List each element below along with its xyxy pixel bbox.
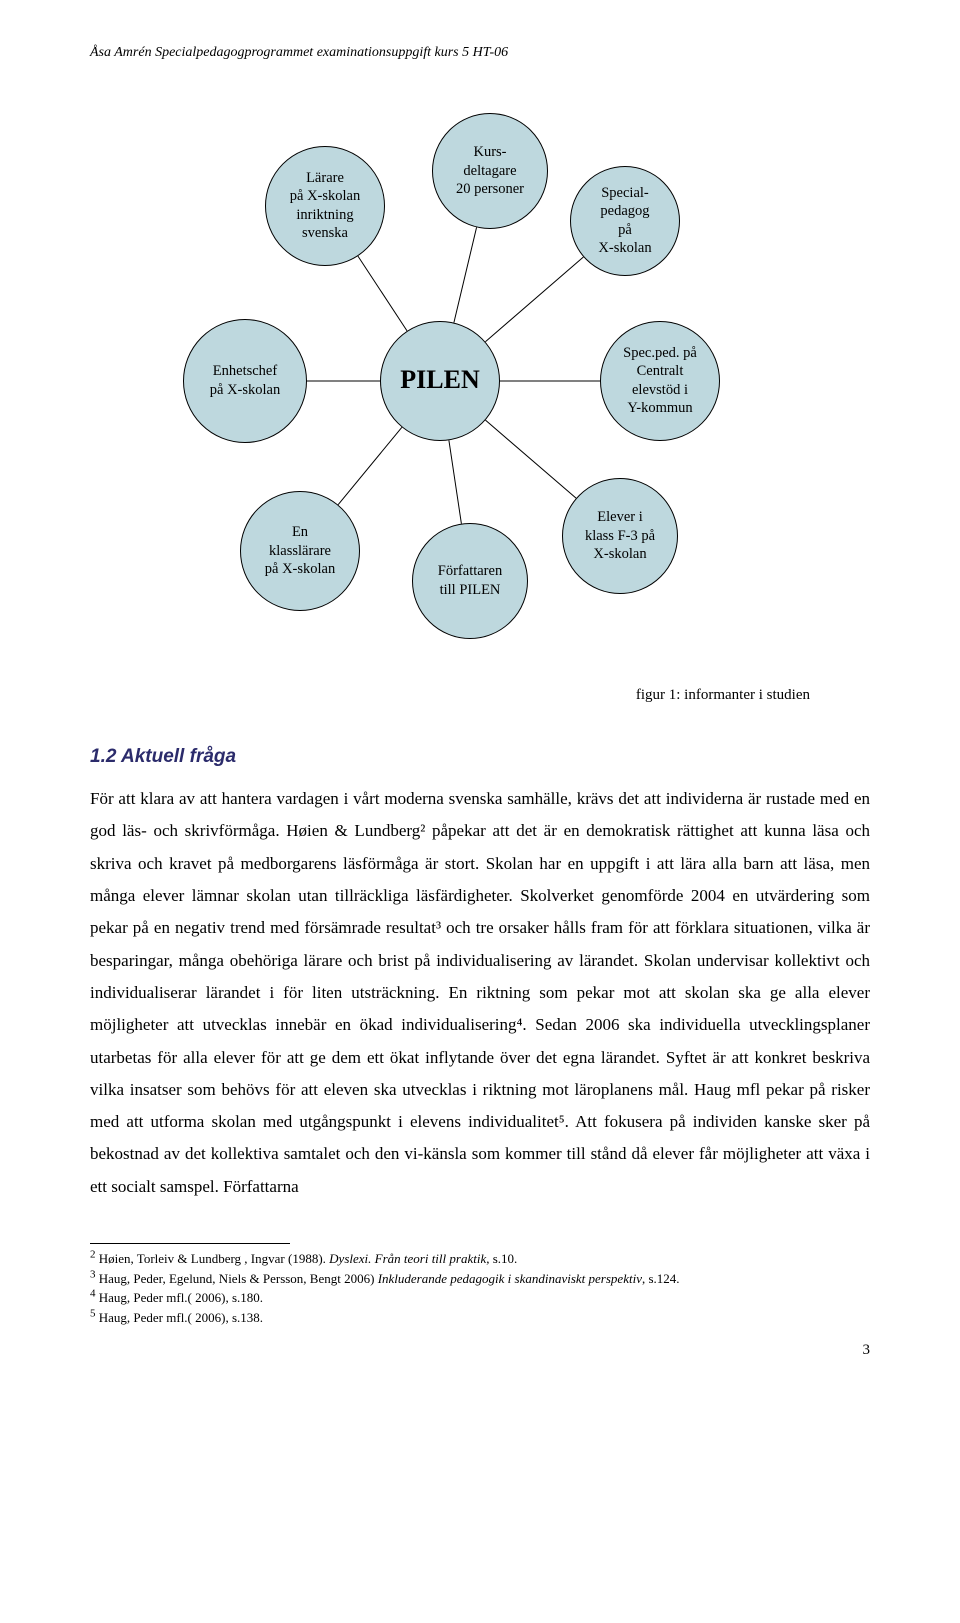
body-paragraph: För att klara av att hantera vardagen i … — [90, 783, 870, 1203]
figure-caption: figur 1: informanter i studien — [90, 681, 870, 710]
diagram-node: Special-pedagogpåX-skolan — [570, 166, 680, 276]
informants-diagram: Lärarepå X-skolaninriktningsvenska Kurs-d… — [170, 91, 790, 671]
diagram-node: Enhetschefpå X-skolan — [183, 319, 307, 443]
footnotes: 2 Høien, Torleiv & Lundberg , Ingvar (19… — [90, 1250, 870, 1326]
diagram-node: Spec.ped. påCentraltelevstöd iY-kommun — [600, 321, 720, 441]
diagram-node: Lärarepå X-skolaninriktningsvenska — [265, 146, 385, 266]
diagram-node: Enklasslärarepå X-skolan — [240, 491, 360, 611]
footnote: 3 Haug, Peder, Egelund, Niels & Persson,… — [90, 1270, 870, 1288]
footnote: 5 Haug, Peder mfl.( 2006), s.138. — [90, 1309, 870, 1327]
footnote: 4 Haug, Peder mfl.( 2006), s.180. — [90, 1289, 870, 1307]
diagram-node: Kurs-deltagare20 personer — [432, 113, 548, 229]
footnote: 2 Høien, Torleiv & Lundberg , Ingvar (19… — [90, 1250, 870, 1268]
footnote-separator — [90, 1243, 290, 1244]
diagram-node: Författarentill PILEN — [412, 523, 528, 639]
page-number: 3 — [90, 1336, 870, 1365]
running-head: Åsa Amrén Specialpedagogprogrammet exami… — [90, 40, 870, 67]
section-heading: 1.2 Aktuell fråga — [90, 739, 870, 775]
diagram-node: Elever iklass F-3 påX-skolan — [562, 478, 678, 594]
diagram-center-node: PILEN — [380, 321, 500, 441]
